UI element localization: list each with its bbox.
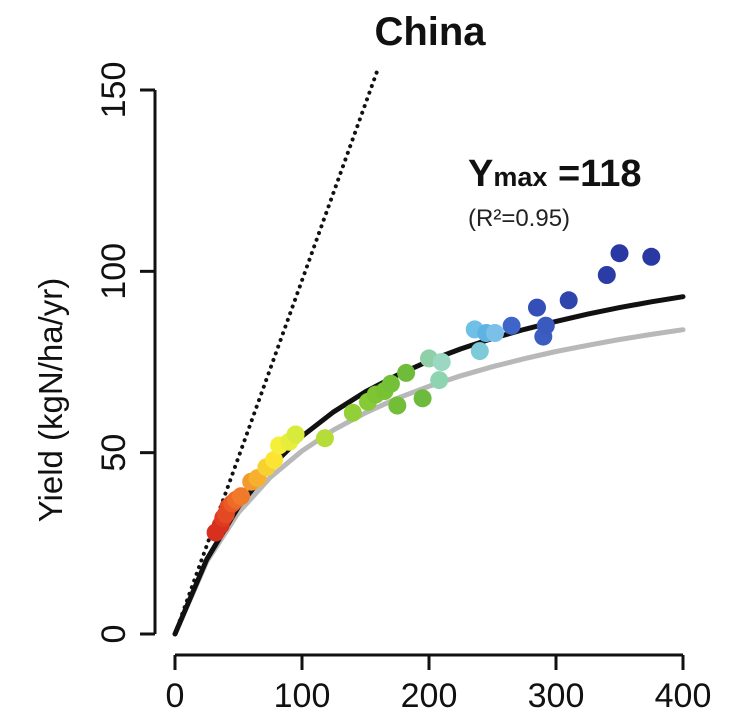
y-tick-label: 50 — [95, 434, 133, 472]
ymax-annotation: Ymax =118 — [468, 153, 641, 195]
data-point — [397, 363, 416, 382]
x-tick-label: 0 — [166, 677, 185, 715]
chart-title: China — [374, 10, 486, 54]
ymax-value: =118 — [547, 153, 641, 195]
y-axis-label: Yield (kgN/ha/yr) — [32, 278, 69, 523]
data-point — [528, 298, 546, 317]
data-point — [432, 353, 451, 371]
x-tick-label: 300 — [528, 677, 585, 715]
ticks: 0 100 200 300 400 0 50 100 150 — [95, 62, 711, 715]
data-point — [388, 396, 407, 415]
x-tick-label: 200 — [401, 677, 458, 715]
data-point — [470, 342, 489, 361]
data-point — [413, 389, 432, 408]
ymax-prefix: Y — [468, 153, 493, 195]
data-point — [265, 450, 284, 469]
y-tick-label: 150 — [95, 62, 133, 119]
data-point — [642, 247, 661, 266]
ymax-subscript: max — [493, 162, 547, 192]
y-tick-label: 0 — [95, 625, 133, 644]
x-tick-label: 100 — [274, 677, 331, 715]
y-tick-label: 100 — [95, 243, 133, 300]
data-point — [315, 429, 334, 448]
data-points — [206, 244, 661, 542]
data-point — [430, 371, 449, 390]
data-point — [502, 316, 521, 335]
gray-yield-curve — [172, 327, 686, 637]
data-point — [597, 266, 616, 284]
fitted-yield-curve — [172, 294, 686, 637]
data-point — [536, 316, 555, 335]
data-point — [381, 374, 400, 393]
data-point — [232, 487, 250, 506]
data-point — [610, 244, 629, 263]
data-point — [286, 425, 305, 444]
data-point — [559, 291, 578, 310]
data-point — [486, 324, 504, 342]
r-squared-label: (R²=0.95) — [468, 205, 570, 232]
x-tick-label: 400 — [655, 677, 712, 715]
linear-reference-curve — [173, 66, 381, 636]
data-point — [343, 403, 362, 422]
